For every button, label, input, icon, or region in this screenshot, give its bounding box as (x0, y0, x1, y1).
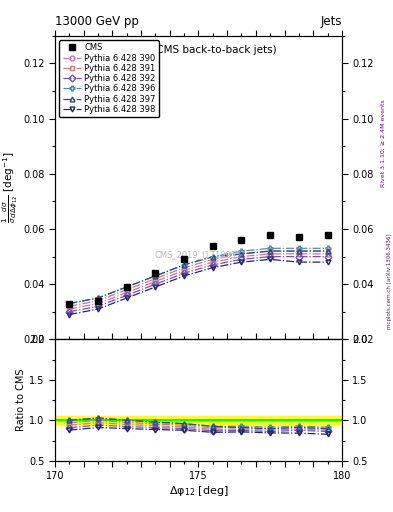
Pythia 6.428 398 (67, 311, 72, 317)
Pythia 6.428 391 (297, 248, 301, 254)
Pythia 6.428 390 (268, 251, 273, 257)
Pythia 6.428 390 (125, 289, 129, 295)
Text: CMS_2019_I1719955: CMS_2019_I1719955 (155, 250, 242, 259)
Text: Jets: Jets (320, 15, 342, 28)
Pythia 6.428 398 (297, 259, 301, 265)
Pythia 6.428 398 (239, 259, 244, 265)
Pythia 6.428 397 (96, 295, 101, 301)
Line: Pythia 6.428 396: Pythia 6.428 396 (67, 246, 330, 306)
Pythia 6.428 398 (153, 284, 158, 290)
Pythia 6.428 397 (67, 301, 72, 307)
CMS (297, 234, 301, 240)
Pythia 6.428 397 (325, 248, 330, 254)
Pythia 6.428 392 (297, 253, 301, 260)
Pythia 6.428 391 (153, 275, 158, 282)
Pythia 6.428 391 (67, 303, 72, 309)
Pythia 6.428 397 (153, 273, 158, 279)
Pythia 6.428 392 (325, 253, 330, 260)
Y-axis label: Ratio to CMS: Ratio to CMS (17, 369, 26, 431)
Line: Pythia 6.428 391: Pythia 6.428 391 (67, 249, 330, 309)
Pythia 6.428 391 (239, 251, 244, 257)
CMS (211, 243, 215, 249)
CMS (67, 301, 72, 307)
Pythia 6.428 396 (153, 273, 158, 279)
Pythia 6.428 396 (325, 245, 330, 251)
Pythia 6.428 391 (182, 265, 187, 271)
Text: 13000 GeV pp: 13000 GeV pp (55, 15, 139, 28)
Pythia 6.428 398 (182, 273, 187, 279)
Pythia 6.428 392 (153, 281, 158, 287)
Pythia 6.428 397 (182, 262, 187, 268)
Pythia 6.428 390 (325, 251, 330, 257)
CMS (182, 257, 187, 263)
Pythia 6.428 390 (67, 306, 72, 312)
Pythia 6.428 391 (325, 248, 330, 254)
CMS (125, 284, 129, 290)
CMS (268, 231, 273, 238)
Pythia 6.428 396 (268, 245, 273, 251)
Pythia 6.428 397 (268, 248, 273, 254)
Pythia 6.428 390 (211, 259, 215, 265)
Text: mcplots.cern.ch [arXiv:1306.3436]: mcplots.cern.ch [arXiv:1306.3436] (387, 234, 391, 329)
Pythia 6.428 396 (96, 295, 101, 301)
Pythia 6.428 398 (325, 259, 330, 265)
Line: Pythia 6.428 397: Pythia 6.428 397 (67, 249, 330, 306)
Y-axis label: $\frac{1}{\sigma}\frac{d\sigma}{d\Delta\phi_{12}}$ [deg$^{-1}$]: $\frac{1}{\sigma}\frac{d\sigma}{d\Delta\… (1, 152, 20, 223)
Pythia 6.428 391 (96, 297, 101, 304)
Pythia 6.428 397 (211, 253, 215, 260)
CMS (153, 270, 158, 276)
Pythia 6.428 392 (268, 253, 273, 260)
X-axis label: Δφ$_{12}$ [deg]: Δφ$_{12}$ [deg] (169, 484, 228, 498)
Pythia 6.428 397 (125, 284, 129, 290)
CMS (325, 231, 330, 238)
Text: Δφ(jj) (CMS back-to-back jets): Δφ(jj) (CMS back-to-back jets) (121, 45, 276, 55)
Pythia 6.428 390 (239, 253, 244, 260)
Pythia 6.428 396 (67, 301, 72, 307)
Pythia 6.428 391 (125, 287, 129, 293)
CMS (239, 237, 244, 243)
Bar (55, 416, 342, 424)
Pythia 6.428 392 (125, 292, 129, 298)
Pythia 6.428 392 (239, 257, 244, 263)
Pythia 6.428 397 (297, 248, 301, 254)
CMS (96, 297, 101, 304)
Pythia 6.428 398 (96, 306, 101, 312)
Pythia 6.428 396 (125, 284, 129, 290)
Pythia 6.428 392 (182, 270, 187, 276)
Pythia 6.428 398 (268, 257, 273, 263)
Pythia 6.428 390 (297, 251, 301, 257)
Pythia 6.428 398 (125, 295, 129, 301)
Legend: CMS, Pythia 6.428 390, Pythia 6.428 391, Pythia 6.428 392, Pythia 6.428 396, Pyt: CMS, Pythia 6.428 390, Pythia 6.428 391,… (59, 40, 159, 117)
Line: CMS: CMS (66, 231, 331, 307)
Pythia 6.428 396 (211, 253, 215, 260)
Pythia 6.428 391 (268, 248, 273, 254)
Pythia 6.428 396 (182, 262, 187, 268)
Pythia 6.428 396 (239, 248, 244, 254)
Pythia 6.428 390 (182, 267, 187, 273)
Pythia 6.428 392 (67, 309, 72, 315)
Pythia 6.428 390 (153, 279, 158, 285)
Pythia 6.428 391 (211, 257, 215, 263)
Line: Pythia 6.428 398: Pythia 6.428 398 (67, 257, 330, 317)
Line: Pythia 6.428 392: Pythia 6.428 392 (67, 254, 330, 314)
Text: Rivet 3.1.10; ≥ 2.4M events: Rivet 3.1.10; ≥ 2.4M events (381, 99, 386, 187)
Pythia 6.428 396 (297, 245, 301, 251)
Pythia 6.428 392 (211, 262, 215, 268)
Line: Pythia 6.428 390: Pythia 6.428 390 (67, 251, 330, 311)
Pythia 6.428 398 (211, 265, 215, 271)
Pythia 6.428 397 (239, 251, 244, 257)
Pythia 6.428 390 (96, 301, 101, 307)
Pythia 6.428 392 (96, 303, 101, 309)
